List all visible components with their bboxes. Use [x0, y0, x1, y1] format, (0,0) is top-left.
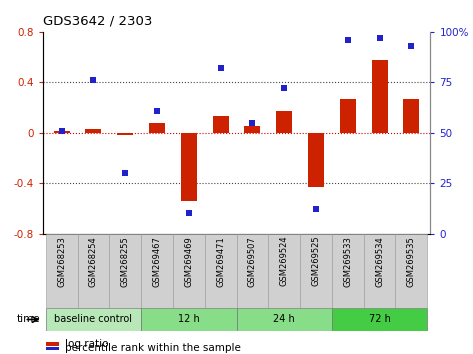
Text: GSM269525: GSM269525 — [312, 236, 321, 286]
Text: GSM269534: GSM269534 — [375, 236, 384, 287]
Bar — [276, 111, 292, 133]
Text: GSM269471: GSM269471 — [216, 236, 225, 287]
Text: GSM269535: GSM269535 — [407, 236, 416, 287]
Bar — [308, 133, 324, 187]
Text: GSM268255: GSM268255 — [121, 236, 130, 287]
Bar — [109, 234, 141, 308]
Bar — [46, 343, 59, 346]
Point — [312, 207, 320, 212]
Bar — [332, 308, 427, 331]
Point — [153, 108, 161, 113]
Bar — [117, 133, 133, 135]
Point — [280, 86, 288, 91]
Point — [122, 170, 129, 176]
Text: GSM269524: GSM269524 — [280, 236, 289, 286]
Point — [249, 120, 256, 125]
Bar — [86, 129, 101, 133]
Bar — [245, 126, 260, 133]
Bar — [340, 99, 356, 133]
Text: GDS3642 / 2303: GDS3642 / 2303 — [43, 14, 152, 27]
Text: log ratio: log ratio — [65, 339, 108, 349]
Text: GSM269467: GSM269467 — [152, 236, 161, 287]
Bar — [300, 234, 332, 308]
Text: GSM268253: GSM268253 — [57, 236, 66, 287]
Bar — [332, 234, 364, 308]
Bar — [54, 131, 70, 133]
Text: GSM269469: GSM269469 — [184, 236, 193, 287]
Bar — [395, 234, 427, 308]
Bar — [364, 234, 395, 308]
Bar — [46, 308, 141, 331]
Bar — [213, 116, 228, 133]
Text: 24 h: 24 h — [273, 314, 295, 325]
Bar — [46, 234, 78, 308]
Text: 72 h: 72 h — [368, 314, 391, 325]
Bar — [236, 234, 268, 308]
Bar — [141, 234, 173, 308]
Point — [217, 65, 224, 71]
Bar — [205, 234, 236, 308]
Text: time: time — [17, 314, 40, 325]
Point — [58, 128, 65, 133]
Point — [90, 78, 97, 83]
Bar — [268, 234, 300, 308]
Bar — [236, 308, 332, 331]
Text: GSM269533: GSM269533 — [343, 236, 352, 287]
Bar — [403, 99, 419, 133]
Point — [344, 37, 351, 43]
Bar — [46, 347, 59, 350]
Bar — [149, 122, 165, 133]
Point — [376, 35, 383, 41]
Bar — [372, 59, 387, 133]
Bar — [173, 234, 205, 308]
Text: GSM268254: GSM268254 — [89, 236, 98, 287]
Point — [185, 211, 193, 216]
Bar — [141, 308, 236, 331]
Text: 12 h: 12 h — [178, 314, 200, 325]
Bar — [78, 234, 109, 308]
Text: GSM269507: GSM269507 — [248, 236, 257, 287]
Text: percentile rank within the sample: percentile rank within the sample — [65, 343, 241, 353]
Bar — [181, 133, 197, 201]
Point — [408, 43, 415, 49]
Text: baseline control: baseline control — [54, 314, 132, 325]
